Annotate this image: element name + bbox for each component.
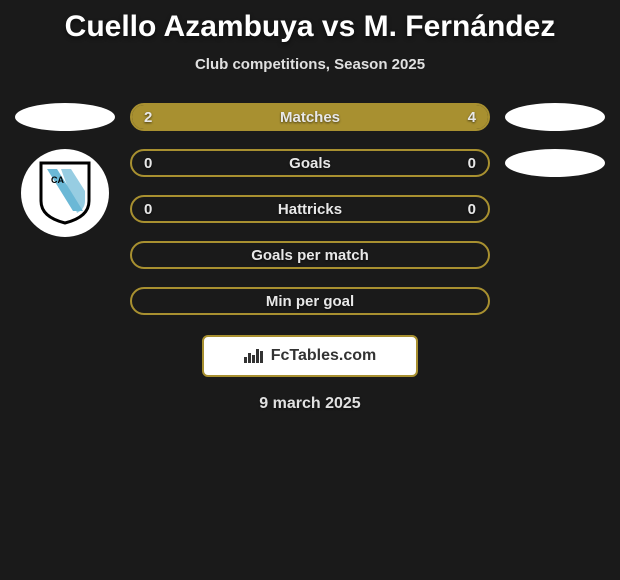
bar-value-right: 4 (468, 109, 476, 126)
left-column: CA (10, 103, 120, 237)
player-left-club-logo: CA (21, 149, 109, 237)
bar-label: Goals per match (132, 247, 488, 264)
stats-bars: 2Matches40Goals00Hattricks0Goals per mat… (120, 103, 500, 315)
comparison-widget: Cuello Azambuya vs M. Fernández Club com… (0, 0, 620, 423)
bar-value-right: 0 (468, 201, 476, 218)
watermark-badge[interactable]: FcTables.com (202, 335, 418, 377)
player-right-name-oval (505, 103, 605, 131)
bar-value-right: 0 (468, 155, 476, 172)
bar-label: Hattricks (132, 201, 488, 218)
subtitle: Club competitions, Season 2025 (195, 56, 425, 73)
svg-text:CA: CA (51, 175, 64, 185)
right-column (500, 103, 610, 177)
club-shield-icon: CA (37, 161, 93, 225)
stat-bar: 2Matches4 (130, 103, 490, 131)
bar-label: Goals (132, 155, 488, 172)
page-title: Cuello Azambuya vs M. Fernández (65, 10, 556, 44)
date-label: 9 march 2025 (259, 395, 360, 413)
bar-label: Min per goal (132, 293, 488, 310)
player-right-club-oval (505, 149, 605, 177)
bar-label: Matches (132, 109, 488, 126)
stat-bar: 0Hattricks0 (130, 195, 490, 223)
player-left-name-oval (15, 103, 115, 131)
stat-bar: Min per goal (130, 287, 490, 315)
content-row: CA 2Matches40Goals00Hattricks0Goals per … (0, 103, 620, 315)
bar-chart-icon (244, 349, 263, 363)
stat-bar: 0Goals0 (130, 149, 490, 177)
stat-bar: Goals per match (130, 241, 490, 269)
watermark-text: FcTables.com (271, 347, 377, 365)
